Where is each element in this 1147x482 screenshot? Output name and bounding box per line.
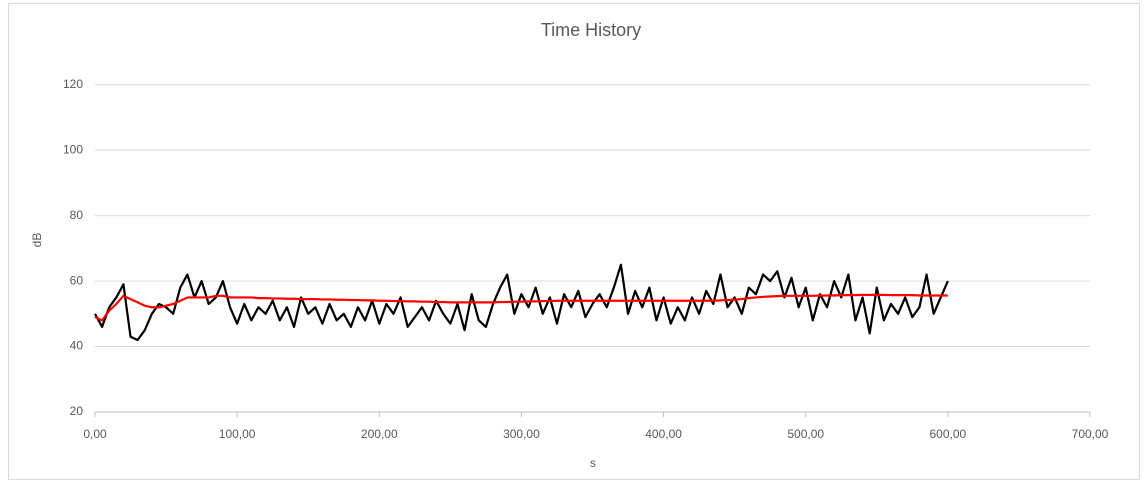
y-tick-label: 60: [70, 273, 84, 287]
x-tick-label: 300,00: [503, 427, 540, 441]
y-tick-label: 100: [63, 142, 83, 156]
chart-title: Time History: [541, 20, 641, 40]
x-tick-label: 700,00: [1072, 427, 1109, 441]
x-tick-label: 500,00: [787, 427, 824, 441]
y-tick-label: 40: [70, 339, 84, 353]
x-tick-label: 400,00: [645, 427, 682, 441]
x-tick-label: 0,00: [83, 427, 107, 441]
y-tick-label: 80: [70, 208, 84, 222]
x-axis-label: s: [590, 456, 596, 470]
chart-frame: [8, 3, 1140, 480]
y-tick-label: 20: [70, 404, 84, 418]
x-tick-label: 100,00: [219, 427, 256, 441]
y-tick-label: 120: [63, 77, 83, 91]
x-tick-label: 200,00: [361, 427, 398, 441]
data-line: [94, 293, 948, 322]
data-line: [94, 263, 949, 342]
x-tick-label: 600,00: [930, 427, 967, 441]
y-axis-label: dB: [30, 233, 44, 248]
